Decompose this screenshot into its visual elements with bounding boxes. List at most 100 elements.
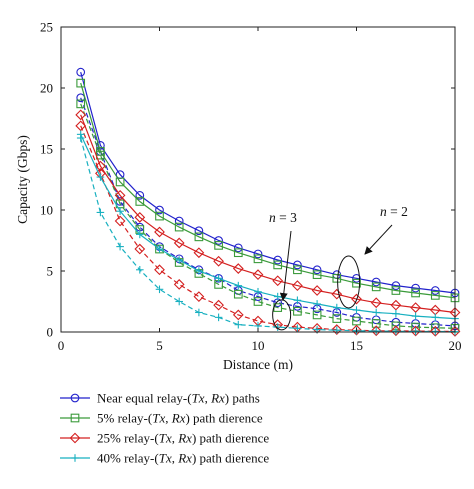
annotations: n = 3 n = 2	[269, 204, 408, 331]
data-point-2-n2-6	[193, 247, 205, 259]
data-point-1-n2-17	[411, 288, 420, 298]
data-point-3-n2-14	[352, 306, 361, 314]
data-point-2-n3-18	[429, 325, 441, 337]
arrow-n2	[364, 224, 393, 255]
arrow-n3	[279, 230, 292, 301]
data-point-1-n2-0	[76, 78, 86, 88]
data-point-0-n2-6	[194, 226, 204, 236]
data-point-0-n2-16	[391, 281, 401, 290]
data-point-2-n2-13	[331, 288, 343, 300]
data-point-1-n2-18	[430, 291, 440, 300]
data-point-3-n3-0	[76, 134, 85, 142]
data-point-2-n3-17	[410, 325, 421, 337]
plot-area	[75, 67, 461, 337]
data-point-1-n2-11	[293, 265, 302, 275]
data-point-2-n2-16	[390, 299, 402, 311]
y-tick-label-2: 10	[40, 203, 53, 218]
data-point-3-n2-15	[372, 308, 380, 317]
data-point-0-n2-5	[174, 216, 184, 226]
data-point-0-n2-17	[411, 283, 420, 293]
data-point-3-n2-18	[431, 313, 440, 322]
data-point-2-n3-4	[154, 264, 165, 276]
data-point-0-n2-8	[233, 243, 243, 253]
data-point-0-n2-7	[214, 236, 223, 245]
data-point-2-n2-5	[173, 237, 185, 249]
y-tick-label-5: 25	[40, 20, 53, 35]
x-tick-label-0: 0	[58, 338, 65, 353]
data-point-3-n2-17	[411, 312, 420, 320]
data-point-1-n2-13	[332, 273, 342, 283]
data-point-1-n2-4	[155, 211, 164, 221]
data-point-1-n2-7	[214, 241, 223, 250]
data-point-2-n3-19	[449, 326, 461, 337]
data-point-2-n2-17	[410, 302, 421, 313]
data-point-3-n2-7	[214, 274, 223, 283]
data-point-2-n2-0	[75, 109, 87, 121]
data-point-3-n3-16	[392, 327, 400, 336]
series-2-n3	[75, 120, 461, 337]
data-point-1-n2-2	[115, 177, 125, 187]
data-point-3-n2-9	[254, 287, 262, 296]
data-point-2-n2-7	[213, 255, 224, 267]
data-point-3-n3-3	[136, 265, 144, 274]
series-line-0-n2	[80, 71, 456, 294]
series-1-n2	[76, 78, 460, 303]
x-tick-label-2: 10	[252, 338, 265, 353]
data-point-3-n2-1	[96, 173, 105, 181]
data-point-3-n2-12	[313, 300, 321, 308]
data-point-2-n2-12	[311, 285, 323, 296]
data-point-1-n2-14	[352, 278, 361, 288]
annotation-value-n3: = 3	[276, 210, 297, 225]
data-point-3-n3-2	[116, 242, 124, 251]
data-point-2-n3-2	[114, 215, 126, 227]
data-point-1-n2-6	[194, 232, 204, 242]
data-point-3-n3-17	[411, 327, 420, 336]
data-point-1-n2-3	[135, 197, 145, 206]
data-point-0-n2-12	[312, 265, 322, 275]
data-point-1-n3-9	[253, 297, 263, 306]
series-line-1-n2	[80, 82, 456, 299]
legend-marker-1	[70, 413, 80, 423]
x-axis-label: Distance (m)	[223, 357, 293, 372]
data-point-3-n3-5	[175, 297, 183, 306]
data-point-3-n3-4	[155, 285, 164, 294]
data-point-2-n3-8	[232, 309, 244, 321]
legend-marker-0	[70, 393, 80, 403]
axes: 0 5 10 15 20 0 5 10 15 20 25 Distance (m) Capacity (…	[15, 20, 462, 373]
data-point-0-n2-4	[155, 205, 164, 215]
data-point-2-n3-14	[351, 324, 362, 336]
data-point-0-n2-18	[430, 286, 440, 295]
legend-label-0: Near equal relay-(Tx, Rx) paths	[97, 391, 260, 406]
data-point-1-n2-10	[273, 260, 283, 270]
legend-item-0: Near equal relay-(Tx, Rx) paths	[60, 391, 260, 406]
legend-item-3: 40% relay-(Tx, Rx) path dierence	[60, 451, 269, 466]
data-point-2-n3-15	[370, 325, 382, 337]
annotation-var-n2: n	[380, 204, 387, 219]
data-point-2-n3-7	[213, 299, 224, 311]
data-point-3-n2-11	[293, 296, 302, 305]
x-tick-label-1: 5	[156, 338, 163, 353]
series-line-2-n2	[80, 114, 456, 314]
legend-label-3: 40% relay-(Tx, Rx) path dierence	[97, 451, 269, 466]
data-point-1-n3-0	[76, 99, 86, 109]
data-point-0-n2-9	[253, 249, 263, 259]
data-point-2-n3-6	[193, 291, 205, 302]
data-point-2-n2-4	[154, 226, 165, 238]
y-tick-label-1: 5	[47, 264, 54, 279]
data-point-0-n2-14	[352, 273, 361, 283]
data-point-3-n3-6	[195, 308, 203, 317]
data-point-3-n2-3	[136, 230, 144, 239]
data-point-3-n2-16	[392, 309, 400, 318]
data-point-2-n2-9	[252, 269, 264, 281]
data-point-3-n3-8	[234, 320, 243, 329]
data-point-3-n2-13	[333, 303, 341, 312]
data-point-3-n2-6	[195, 267, 203, 275]
data-point-2-n3-13	[331, 324, 343, 335]
annotation-var-n3: n	[269, 210, 276, 225]
data-point-3-n3-7	[214, 313, 223, 322]
annotation-label-n2: n = 2	[380, 204, 408, 219]
data-point-1-n2-5	[174, 222, 184, 232]
data-point-3-n3-13	[333, 326, 341, 334]
data-point-2-n3-0	[75, 120, 87, 132]
data-point-3-n2-5	[175, 256, 183, 264]
